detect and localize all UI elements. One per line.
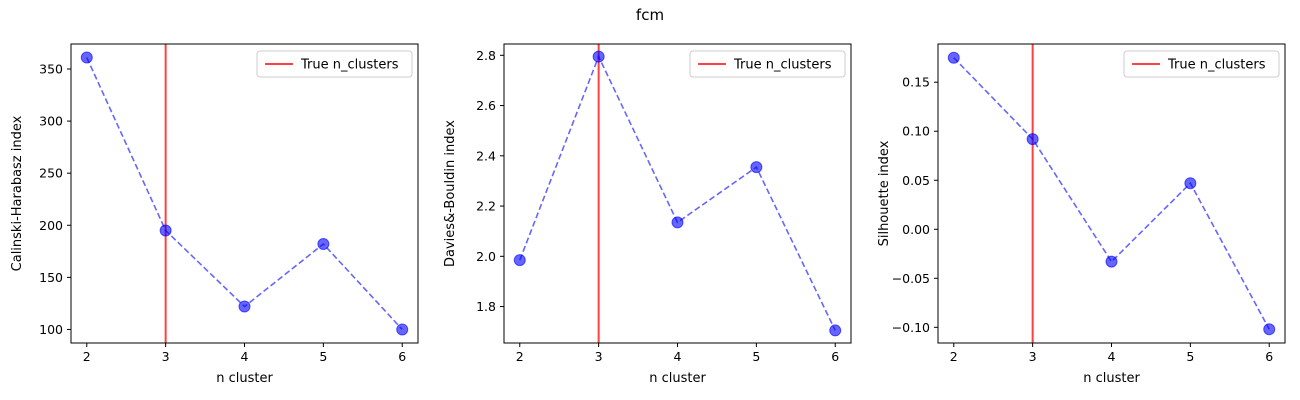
data-point xyxy=(829,324,842,337)
y-axis-label: Calinski-Harabasz index xyxy=(10,115,25,271)
x-tick-label: 6 xyxy=(831,349,839,364)
y-tick-label: 200 xyxy=(39,218,63,233)
subplots: 2 3 4 5 6 100 150 200 250 300 350 n cluster Calinski… xyxy=(10,43,1286,386)
legend-label: True n_clusters xyxy=(1167,58,1266,73)
legend-box xyxy=(689,50,846,78)
x-tick-label: 6 xyxy=(1265,349,1273,364)
x-axis-label: n cluster xyxy=(649,371,706,386)
x-tick-label: 5 xyxy=(319,349,327,364)
y-tick-label: −0.10 xyxy=(892,320,930,335)
axes-frame xyxy=(70,43,419,344)
y-tick-label: 250 xyxy=(39,166,63,181)
data-point xyxy=(671,216,684,229)
series-line xyxy=(953,57,1270,330)
data-point xyxy=(1263,323,1276,336)
legend: True n_clusters xyxy=(689,50,846,78)
data-point xyxy=(1026,133,1039,146)
x-tick-label: 5 xyxy=(1186,349,1194,364)
y-tick-label: 300 xyxy=(39,114,63,129)
legend: True n_clusters xyxy=(1123,50,1280,78)
x-tick-label: 4 xyxy=(241,349,249,364)
data-point xyxy=(317,238,330,251)
y-tick-label: 0.05 xyxy=(902,173,930,188)
legend: True n_clusters xyxy=(256,50,413,78)
x-tick-label: 3 xyxy=(162,349,170,364)
axes-frame xyxy=(503,43,852,344)
y-tick-label: 350 xyxy=(39,62,63,77)
x-tick-label: 2 xyxy=(516,349,524,364)
y-tick-label: 100 xyxy=(39,322,63,337)
data-point xyxy=(513,254,526,267)
y-tick-label: 2.0 xyxy=(476,249,496,264)
data-point xyxy=(1184,177,1197,190)
x-tick-label: 2 xyxy=(950,349,958,364)
data-point xyxy=(592,50,605,63)
y-axis-label: Silhouette index xyxy=(877,140,892,246)
y-axis-label: Davies&-Bouldin index xyxy=(443,120,458,267)
x-axis-label: n cluster xyxy=(1083,371,1140,386)
y-tick-label: 2.4 xyxy=(476,148,496,163)
y-tick-label: 0.15 xyxy=(902,75,930,90)
y-tick-label: −0.05 xyxy=(892,271,930,286)
x-tick-label: 5 xyxy=(752,349,760,364)
data-point xyxy=(396,323,409,336)
x-tick-label: 2 xyxy=(83,349,91,364)
data-point xyxy=(1105,255,1118,268)
y-tick-label: 0.10 xyxy=(902,124,930,139)
data-point xyxy=(80,51,93,64)
x-tick-label: 4 xyxy=(674,349,682,364)
x-tick-label: 3 xyxy=(1029,349,1037,364)
y-tick-label: 2.6 xyxy=(476,98,496,113)
data-point xyxy=(947,51,960,64)
legend-label: True n_clusters xyxy=(733,58,832,73)
y-tick-label: 150 xyxy=(39,270,63,285)
y-tick-label: 0.00 xyxy=(902,222,930,237)
x-axis-label: n cluster xyxy=(216,371,273,386)
x-tick-label: 6 xyxy=(398,349,406,364)
y-tick-label: 1.8 xyxy=(476,299,496,314)
data-point xyxy=(750,161,763,174)
figure-title: fcm xyxy=(636,6,664,24)
data-point xyxy=(159,224,172,237)
axes-frame xyxy=(937,43,1286,344)
x-tick-label: 4 xyxy=(1108,349,1116,364)
subplot-1: 2 3 4 5 6 100 150 200 250 300 350 n cluster Calinski… xyxy=(10,43,419,386)
y-tick-label: 2.8 xyxy=(476,48,496,63)
legend-box xyxy=(1123,50,1280,78)
y-tick-label: 2.2 xyxy=(476,199,496,214)
x-tick-label: 3 xyxy=(595,349,603,364)
legend-label: True n_clusters xyxy=(300,58,399,73)
data-point xyxy=(238,300,251,313)
subplot-2: 2 3 4 5 6 1.8 2.0 2.2 2.4 2.6 2.8 n cluster Davies&-… xyxy=(443,43,852,386)
legend-box xyxy=(256,50,413,78)
subplot-3: 2 3 4 5 6 −0.10 −0.05 0.00 0.05 0.10 0.15 n cluster… xyxy=(877,43,1286,386)
